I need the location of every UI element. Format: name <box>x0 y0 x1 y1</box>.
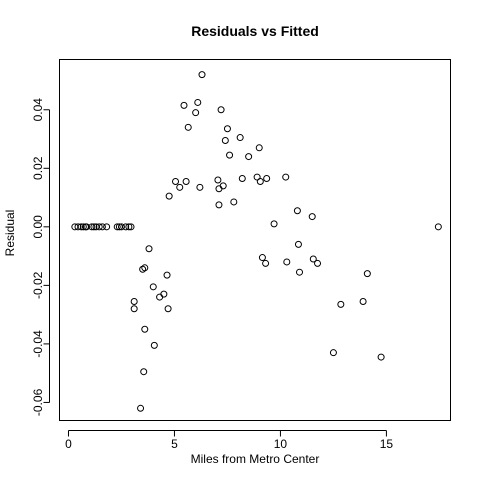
data-point <box>270 220 278 228</box>
data-point <box>103 223 111 231</box>
y-axis-label: Residual <box>3 210 17 257</box>
x-tick-label: 10 <box>274 437 288 451</box>
data-point <box>217 106 225 114</box>
data-point <box>130 297 138 305</box>
data-point <box>79 223 87 231</box>
y-tick-label: -0.06 <box>31 388 45 416</box>
data-point <box>90 223 98 231</box>
data-point <box>198 71 206 79</box>
data-point <box>156 293 164 301</box>
data-point <box>139 265 147 273</box>
data-point <box>117 223 125 231</box>
y-tick-label: 0.02 <box>31 156 45 180</box>
data-point <box>314 259 322 267</box>
data-point <box>194 98 202 106</box>
data-point <box>296 268 304 276</box>
data-point <box>160 290 168 298</box>
data-point <box>258 254 266 262</box>
data-point <box>163 271 171 279</box>
data-point <box>141 325 149 333</box>
data-point <box>77 223 85 231</box>
data-point <box>294 240 302 248</box>
data-point <box>164 305 172 313</box>
plot-frame <box>59 59 451 421</box>
data-points <box>71 71 442 412</box>
data-point <box>329 349 337 357</box>
data-point <box>88 223 96 231</box>
data-point <box>82 223 90 231</box>
data-point <box>377 353 385 361</box>
chart-title: Residuals vs Fitted <box>191 23 319 39</box>
data-point <box>219 182 227 190</box>
data-point <box>149 283 157 291</box>
data-point <box>145 245 153 253</box>
data-point <box>113 223 121 231</box>
data-point <box>141 264 149 272</box>
data-point <box>293 207 301 215</box>
data-point <box>309 255 317 263</box>
data-point <box>359 297 367 305</box>
data-point <box>215 201 223 209</box>
y-tick-label: -0.02 <box>31 271 45 299</box>
data-point <box>238 175 246 183</box>
data-point <box>196 183 204 191</box>
data-point <box>262 259 270 267</box>
data-point <box>283 258 291 266</box>
data-point <box>256 177 264 185</box>
data-point <box>434 223 442 231</box>
y-axis: -0.06 -0.04 -0.02 0.00 0.02 0.04 <box>31 98 50 416</box>
x-tick-label: 0 <box>65 437 72 451</box>
data-point <box>184 123 192 131</box>
x-tick-label: 15 <box>380 437 394 451</box>
y-tick-label: 0.04 <box>31 98 45 122</box>
data-point <box>182 177 190 185</box>
data-point <box>180 101 188 109</box>
data-point <box>223 125 231 133</box>
data-point <box>165 192 173 200</box>
x-tick-label: 5 <box>171 437 178 451</box>
data-point <box>130 305 138 313</box>
data-point <box>230 198 238 206</box>
data-point <box>95 223 103 231</box>
data-point <box>192 109 200 117</box>
x-axis-label: Miles from Metro Center <box>191 452 320 466</box>
data-point <box>172 177 180 185</box>
data-point <box>245 153 253 161</box>
data-point <box>122 223 130 231</box>
x-axis: 0 5 10 15 <box>65 430 394 451</box>
data-point <box>214 176 222 184</box>
data-point <box>226 151 234 159</box>
data-point <box>282 173 290 181</box>
data-point <box>236 134 244 142</box>
data-point <box>337 300 345 308</box>
data-point <box>74 223 82 231</box>
data-point <box>363 270 371 278</box>
y-tick-label: 0.00 <box>31 215 45 239</box>
data-point <box>98 223 106 231</box>
data-point <box>137 404 145 412</box>
data-point <box>215 185 223 193</box>
y-tick-label: -0.04 <box>31 330 45 358</box>
data-point <box>308 213 316 221</box>
data-point <box>221 136 229 144</box>
data-point <box>263 175 271 183</box>
data-point <box>176 183 184 191</box>
data-point <box>140 368 148 376</box>
data-point <box>125 223 133 231</box>
data-point <box>150 341 158 349</box>
data-point <box>255 144 263 152</box>
data-point <box>127 223 135 231</box>
